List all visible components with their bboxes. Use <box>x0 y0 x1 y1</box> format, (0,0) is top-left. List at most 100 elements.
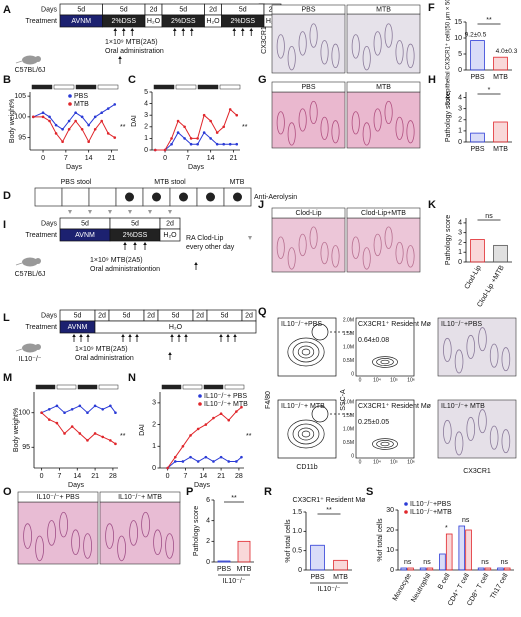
panel-letter: A <box>3 4 11 16</box>
data-point <box>196 460 200 463</box>
data-point <box>235 460 238 463</box>
histology-image-detail <box>443 419 452 444</box>
histology-image-detail <box>362 45 371 71</box>
data-point <box>78 432 82 435</box>
treatment-step: 2%DSS <box>123 232 148 239</box>
schedule-strip <box>219 84 241 90</box>
data-point <box>54 123 58 127</box>
histology-image-detail <box>395 40 404 65</box>
legend-label: IL10⁻/⁻+ MTB <box>204 401 248 408</box>
mouse-icon <box>22 257 38 267</box>
data-point <box>61 140 64 144</box>
schedule-strip <box>175 84 197 90</box>
bar <box>493 244 508 263</box>
duration: 2d <box>245 312 253 319</box>
data-point <box>163 148 167 152</box>
gate <box>311 405 329 423</box>
significance: ** <box>120 124 126 131</box>
data-point <box>100 119 104 123</box>
data-point <box>240 455 243 459</box>
y-tick-label: 95 <box>18 134 26 141</box>
flow-tick: 0 <box>359 459 362 465</box>
histology-image-detail <box>362 247 371 270</box>
data-point <box>100 111 104 115</box>
y-tick-label: 2 <box>458 117 462 124</box>
schedule: every other day <box>186 244 235 251</box>
contour <box>287 419 325 449</box>
bar <box>217 560 231 563</box>
bar <box>465 529 472 571</box>
panel-letter: L <box>3 312 10 324</box>
blot-dot <box>125 192 134 202</box>
y-tick-label: 30 <box>386 507 394 514</box>
flow-tick: 0.5M <box>343 358 354 364</box>
y-tick-label: 4 <box>458 94 462 101</box>
image-header <box>271 207 346 219</box>
x-tick-label: PBS <box>470 146 484 153</box>
x-tick-label: Clod-Lip <box>464 264 483 290</box>
series-line <box>41 405 116 414</box>
data-point <box>196 142 199 146</box>
arrow-head <box>181 28 186 31</box>
histology-image <box>99 501 181 565</box>
data-point <box>78 404 82 408</box>
clod-marker <box>108 210 112 214</box>
histology-image-detail <box>501 347 511 372</box>
contour <box>301 430 311 438</box>
y-tick-label: 3 <box>152 400 156 407</box>
gate-value: 0.64±0.08 <box>358 337 389 344</box>
significance: ** <box>231 495 237 502</box>
data-point <box>87 123 90 127</box>
axis-title: F4/80 <box>265 391 272 409</box>
bar <box>237 540 251 563</box>
flow-tick: 1.5M <box>343 413 354 419</box>
schedule-strip <box>153 84 175 90</box>
y-axis-title: DAI <box>139 424 146 436</box>
panel-letter: S <box>366 486 373 498</box>
y-tick-label: 0 <box>152 465 156 472</box>
y-axis-title: Pathology score <box>445 92 452 142</box>
image-title: PBS <box>301 84 315 91</box>
significance: ns <box>501 559 509 566</box>
data-point <box>153 148 157 152</box>
clod-marker <box>168 210 172 214</box>
blot-dot <box>179 192 188 202</box>
histology-image-detail <box>478 409 487 434</box>
histology-image-detail <box>23 523 33 549</box>
chart-title: CX3CR1⁺ Resident Mø <box>293 497 367 504</box>
bar <box>458 525 466 571</box>
data-point <box>63 432 66 435</box>
x-tick-label: Th17 cell <box>489 572 509 600</box>
y-tick-label: 0 <box>206 559 210 566</box>
significance: * <box>488 87 491 94</box>
significance: ** <box>326 507 332 514</box>
bar <box>503 567 511 571</box>
arrow-head <box>189 28 194 31</box>
x-tick-label: 21 <box>217 473 225 480</box>
panel-letter: Q <box>258 306 267 318</box>
data-point <box>67 119 71 123</box>
blot-dot <box>233 192 242 202</box>
flow-tick: 1.0M <box>343 344 354 350</box>
y-tick-label: 1 <box>152 443 156 450</box>
arrow-head <box>133 242 137 245</box>
mouse-icon <box>35 56 41 62</box>
treatment-step: AVNM <box>71 18 91 25</box>
panel-letter: P <box>186 486 193 498</box>
data-point <box>209 119 212 123</box>
data-point <box>222 125 226 129</box>
panel-letter: R <box>264 486 272 498</box>
significance: ns <box>423 559 431 566</box>
histology-image-detail <box>320 241 329 265</box>
x-tick-label: 14 <box>207 155 215 162</box>
dose: 1×10⁹ MTB(2A5) <box>75 346 128 353</box>
contour <box>376 440 394 448</box>
y-tick-label: 5 <box>458 51 462 58</box>
x-tick-label: MTB <box>333 574 348 581</box>
data-point <box>181 444 185 448</box>
dose: 1×10⁹ MTB(2A5) <box>90 257 143 264</box>
treatment-step: AVNM <box>68 324 88 331</box>
schedule-strip <box>203 384 224 390</box>
data-point <box>202 113 206 117</box>
histology-image-detail <box>276 236 285 259</box>
